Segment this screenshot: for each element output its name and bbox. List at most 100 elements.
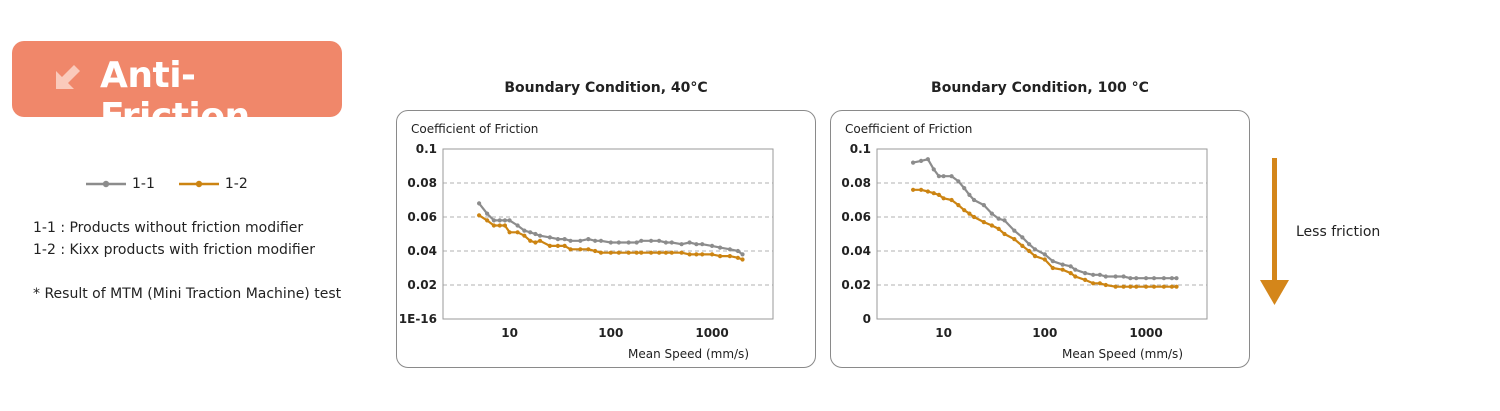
data-point-1-1 bbox=[925, 157, 930, 162]
data-point-1-1 bbox=[634, 240, 639, 245]
data-point-1-1 bbox=[657, 238, 662, 243]
data-point-1-2 bbox=[989, 223, 994, 228]
x-tick-label: 1000 bbox=[1129, 326, 1162, 340]
data-point-1-1 bbox=[910, 160, 916, 165]
data-point-1-2 bbox=[502, 223, 508, 228]
data-point-1-2 bbox=[634, 250, 639, 255]
data-point-1-2 bbox=[1097, 281, 1102, 286]
chart-100c: Coefficient of Friction 0 0.02 0.04 0.06 0.08… bbox=[841, 122, 1208, 361]
data-point-1-2 bbox=[919, 187, 924, 192]
plot-area bbox=[876, 148, 1208, 320]
x-tick-label: 100 bbox=[1032, 326, 1057, 340]
legend-item-1-2: 1-2 bbox=[177, 176, 248, 192]
data-point-1-2 bbox=[931, 191, 936, 196]
data-point-1-1 bbox=[578, 238, 583, 243]
data-point-1-1 bbox=[669, 240, 674, 245]
badge-title: Anti-Friction bbox=[100, 55, 250, 137]
arrow-down-icon bbox=[1258, 156, 1292, 313]
series-line-1-2 bbox=[913, 188, 1177, 288]
data-point-1-2 bbox=[547, 243, 552, 248]
data-point-1-2 bbox=[528, 238, 533, 243]
data-point-1-1 bbox=[598, 238, 604, 243]
series-line-1-1 bbox=[478, 202, 744, 256]
x-tick-label: 10 bbox=[935, 326, 952, 340]
legend-item-1-1: 1-1 bbox=[84, 176, 155, 192]
data-point-1-2 bbox=[717, 254, 723, 259]
chart-title-100c: Boundary Condition, 100 °C bbox=[931, 80, 1149, 96]
data-point-1-2 bbox=[1020, 243, 1025, 248]
data-point-1-1 bbox=[515, 223, 520, 228]
data-point-1-1 bbox=[1134, 276, 1139, 281]
data-point-1-1 bbox=[1027, 242, 1032, 247]
y-tick-label: 0.08 bbox=[407, 176, 437, 190]
data-point-1-1 bbox=[941, 174, 946, 179]
data-point-1-1 bbox=[989, 211, 994, 216]
y-tick-label: 0.1 bbox=[416, 142, 437, 156]
data-point-1-2 bbox=[996, 226, 1001, 231]
data-point-1-1 bbox=[528, 230, 533, 235]
data-point-1-1 bbox=[1128, 276, 1133, 281]
data-point-1-2 bbox=[1103, 282, 1108, 288]
data-point-1-2 bbox=[1060, 267, 1065, 272]
data-point-1-2 bbox=[507, 230, 512, 235]
data-point-1-2 bbox=[735, 255, 740, 260]
data-point-1-1 bbox=[996, 216, 1001, 221]
data-point-1-2 bbox=[910, 187, 916, 192]
y-tick-label: 0.04 bbox=[407, 244, 437, 258]
data-point-1-2 bbox=[485, 218, 490, 223]
data-point-1-1 bbox=[1002, 218, 1007, 223]
x-tick-label: 100 bbox=[598, 326, 623, 340]
data-point-1-1 bbox=[967, 192, 972, 197]
data-point-1-2 bbox=[687, 252, 692, 257]
y-tick-label: 0.02 bbox=[841, 278, 871, 292]
data-point-1-2 bbox=[971, 214, 977, 220]
anti-friction-badge: Anti-Friction bbox=[12, 41, 342, 137]
data-point-1-2 bbox=[700, 252, 705, 257]
data-point-1-2 bbox=[1121, 284, 1126, 289]
y-axis-label: Coefficient of Friction bbox=[411, 122, 538, 136]
data-point-1-1 bbox=[1169, 276, 1174, 281]
chart-title-40c: Boundary Condition, 40°C bbox=[504, 80, 708, 96]
data-point-1-2 bbox=[639, 250, 644, 255]
data-point-1-1 bbox=[981, 203, 986, 208]
data-point-1-2 bbox=[1082, 277, 1088, 282]
data-point-1-1 bbox=[727, 247, 732, 252]
data-point-1-1 bbox=[687, 240, 692, 245]
data-point-1-1 bbox=[1012, 228, 1017, 233]
data-point-1-1 bbox=[962, 186, 967, 191]
data-point-1-1 bbox=[1020, 235, 1025, 240]
data-point-1-1 bbox=[709, 243, 715, 248]
data-point-1-2 bbox=[1002, 231, 1007, 237]
data-point-1-2 bbox=[936, 192, 942, 197]
data-point-1-1 bbox=[1050, 259, 1055, 264]
data-point-1-1 bbox=[1082, 271, 1088, 276]
data-point-1-2 bbox=[657, 250, 662, 255]
data-point-1-2 bbox=[1143, 284, 1149, 289]
data-point-1-2 bbox=[593, 248, 598, 254]
data-point-1-2 bbox=[941, 196, 946, 201]
data-point-1-2 bbox=[1091, 281, 1096, 286]
data-point-1-2 bbox=[949, 197, 954, 203]
data-point-1-1 bbox=[1161, 276, 1166, 281]
data-point-1-2 bbox=[967, 211, 972, 216]
data-point-1-1 bbox=[1113, 274, 1118, 279]
data-point-1-2 bbox=[568, 247, 573, 252]
data-point-1-1 bbox=[537, 233, 543, 238]
y-tick-label: 0.06 bbox=[407, 210, 437, 224]
x-tick-label: 10 bbox=[501, 326, 518, 340]
data-point-1-1 bbox=[1032, 247, 1038, 252]
data-point-1-2 bbox=[1050, 265, 1055, 271]
data-point-1-1 bbox=[608, 240, 613, 245]
data-point-1-2 bbox=[1128, 284, 1133, 289]
data-point-1-2 bbox=[1174, 284, 1179, 289]
chart-panel-100c: Coefficient of Friction 0 0.02 0.04 0.06 0.08… bbox=[830, 110, 1250, 368]
data-point-1-2 bbox=[555, 243, 560, 248]
data-point-1-2 bbox=[709, 252, 715, 257]
data-point-1-1 bbox=[497, 218, 502, 223]
data-point-1-1 bbox=[639, 238, 644, 243]
data-point-1-1 bbox=[562, 237, 567, 242]
data-point-1-2 bbox=[562, 243, 567, 248]
data-point-1-2 bbox=[1169, 284, 1174, 289]
data-point-1-1 bbox=[1151, 276, 1157, 281]
data-point-1-2 bbox=[522, 233, 527, 238]
